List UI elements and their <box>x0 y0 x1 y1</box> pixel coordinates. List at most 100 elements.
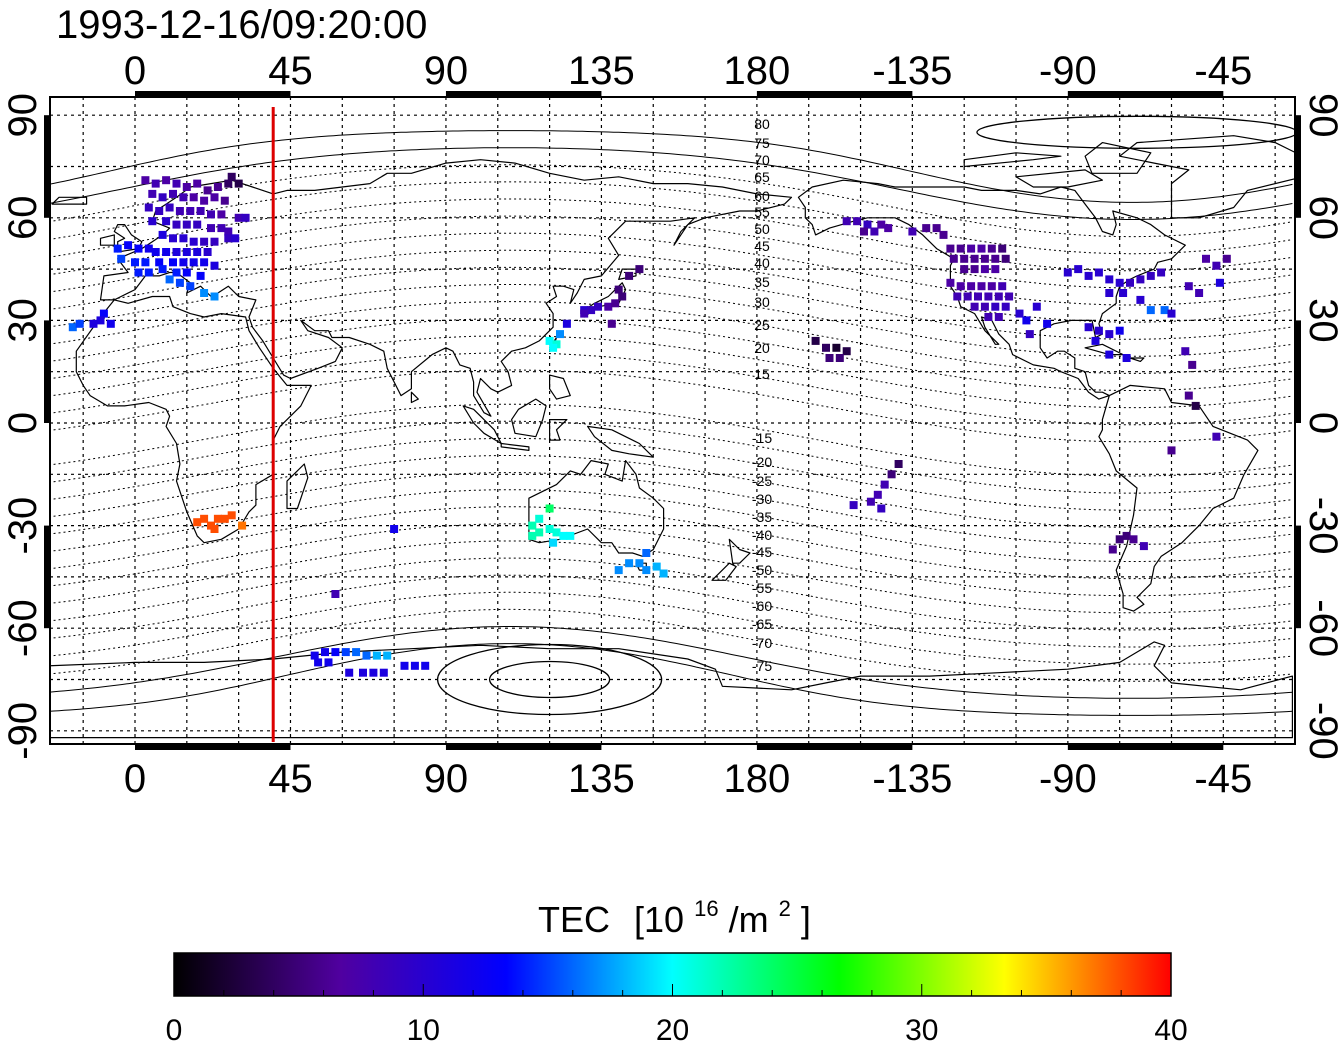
mlat-contour <box>50 626 1293 699</box>
tec-point <box>970 254 979 263</box>
tec-point <box>552 528 561 537</box>
contour-label-north: 80 <box>754 116 770 132</box>
tec-point <box>238 521 247 530</box>
tec-point <box>1181 347 1190 356</box>
mlat-contour-ring <box>976 115 1295 149</box>
tec-point <box>977 244 986 253</box>
tec-point <box>939 230 948 239</box>
tec-point <box>182 248 191 256</box>
tec-point <box>863 220 872 229</box>
tec-point <box>162 176 171 185</box>
tec-point <box>1119 289 1128 297</box>
x-tick-label-bottom: -90 <box>1039 757 1097 801</box>
tec-point <box>625 559 634 568</box>
tec-point <box>987 282 996 291</box>
tec-point <box>1001 254 1010 263</box>
tec-point <box>234 213 243 222</box>
tec-point <box>141 258 150 267</box>
tec-point <box>1005 292 1014 301</box>
x-tick-label-bottom: 90 <box>424 757 469 801</box>
tec-point <box>310 651 319 660</box>
magnetic-latitude-contours <box>50 115 1295 716</box>
tec-point <box>594 302 602 311</box>
colorbar-tick-label: 10 <box>407 1014 440 1047</box>
tec-point <box>193 248 202 256</box>
contour-label-north: 15 <box>754 366 770 382</box>
tec-point <box>842 347 851 356</box>
tec-point <box>1115 326 1124 335</box>
tec-point <box>162 248 171 256</box>
tec-point <box>175 207 184 215</box>
mlat-contour <box>50 489 1293 562</box>
tec-point <box>345 668 354 677</box>
tec-point <box>217 224 226 233</box>
tec-point <box>1115 278 1124 287</box>
tec-point <box>75 319 84 328</box>
tec-point <box>853 217 862 226</box>
tec-point <box>1122 354 1131 362</box>
tec-point <box>224 234 233 243</box>
coastline <box>587 425 654 458</box>
tec-point <box>946 244 955 253</box>
y-axis-right-bar <box>1295 525 1301 629</box>
tec-point <box>1094 268 1103 277</box>
contour-label-north: 45 <box>754 238 770 254</box>
coastline <box>549 419 568 441</box>
tec-point <box>1126 278 1134 287</box>
tec-point <box>179 234 188 243</box>
tec-point <box>169 234 177 243</box>
tec-point <box>165 275 174 284</box>
tec-point <box>224 227 233 236</box>
contour-label-north: 30 <box>754 294 770 310</box>
contour-label-north: 20 <box>754 340 770 356</box>
x-tick-label-top: 0 <box>124 49 146 93</box>
x-tick-label-bottom: 180 <box>724 757 791 801</box>
y-tick-label-left: -30 <box>1 497 45 555</box>
tec-point <box>1022 316 1031 325</box>
tec-point <box>172 179 181 188</box>
mlat-contour <box>50 455 1293 528</box>
tec-point <box>186 282 195 291</box>
tec-point <box>528 521 537 530</box>
tec-point <box>849 501 858 510</box>
tec-point <box>1084 323 1093 332</box>
tec-point <box>314 658 323 667</box>
tec-point <box>1212 432 1221 441</box>
tec-point <box>1222 254 1231 263</box>
tec-point <box>158 193 167 202</box>
tec-point <box>68 323 77 332</box>
tec-point <box>169 189 177 198</box>
tec-point <box>200 514 209 523</box>
tec-point <box>124 241 133 250</box>
coastline <box>99 159 793 417</box>
x-tick-label-bottom: 0 <box>124 757 146 801</box>
contour-label-north: 35 <box>754 274 770 290</box>
tec-point <box>193 179 202 188</box>
coastline <box>500 442 530 451</box>
tec-point <box>998 282 1007 291</box>
tec-point <box>203 248 212 256</box>
x-axis-bottom-bar <box>1067 744 1224 750</box>
mlat-contour <box>50 591 1293 665</box>
tec-point <box>200 237 209 246</box>
tec-point <box>186 207 195 215</box>
tec-point <box>949 254 958 263</box>
y-tick-label-left: 90 <box>1 93 45 138</box>
tec-point <box>877 220 886 229</box>
map-border <box>49 96 1296 745</box>
colorbar-ticks: 0 10 20 30 40 <box>166 984 1188 1047</box>
tec-point <box>545 525 554 533</box>
tec-point <box>607 319 616 328</box>
tec-point <box>1015 309 1024 318</box>
tec-point <box>991 254 1000 263</box>
x-tick-label-top: 45 <box>268 49 313 93</box>
tec-point <box>99 309 108 318</box>
tec-point <box>528 531 537 540</box>
coastline <box>1129 357 1145 362</box>
mlat-contour <box>50 266 1293 340</box>
contour-label-south: -35 <box>752 509 772 525</box>
tec-point <box>213 183 222 191</box>
x-axis-top-bar <box>135 91 291 97</box>
tec-point <box>659 569 668 578</box>
coastline <box>711 562 737 581</box>
